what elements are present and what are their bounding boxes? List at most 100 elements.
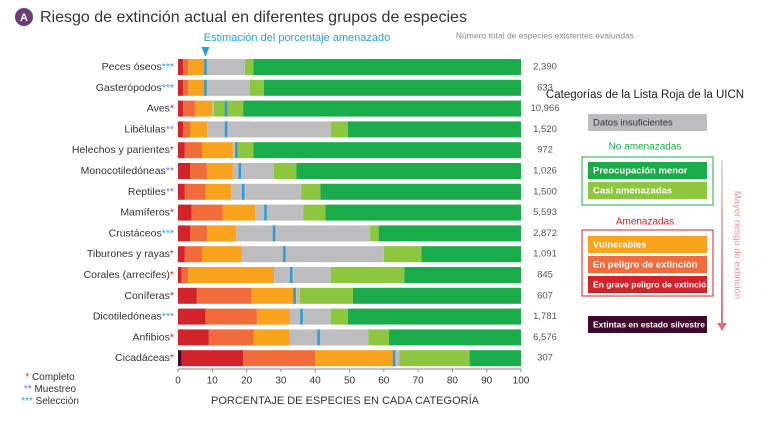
category-name: Mamíferos — [120, 206, 170, 218]
x-tick-label: 100 — [513, 376, 530, 387]
category-name: Corales (arrecifes) — [84, 269, 170, 281]
bar-segment — [188, 79, 206, 96]
bar-segment — [296, 287, 300, 304]
bar-segment — [212, 100, 215, 117]
category-label: Tiburones y rayas* — [87, 248, 174, 260]
bar-segment — [253, 142, 521, 159]
bar-segment — [191, 204, 223, 221]
x-tick-label: 40 — [310, 376, 322, 387]
bar-segment — [232, 142, 237, 159]
footnote-text: Selección — [36, 396, 79, 407]
count-label: 2,872 — [533, 228, 557, 239]
category-stars: * — [170, 206, 174, 218]
risk-arrow-head — [717, 323, 727, 331]
category-name: Anfibios — [133, 331, 170, 343]
count-header: Número total de especies existentes eval… — [456, 30, 634, 40]
bar-segment — [378, 225, 521, 242]
bar-segment — [255, 204, 304, 221]
category-label: Gasterópodos*** — [96, 82, 174, 94]
bar-segment — [251, 287, 297, 304]
bar-segment — [301, 183, 321, 200]
bar-segment — [202, 246, 242, 263]
bar-segment — [320, 183, 521, 200]
bar-segment — [205, 79, 251, 96]
bar-segment — [370, 225, 379, 242]
bar-segment — [296, 163, 521, 179]
bar-segment — [315, 350, 395, 367]
category-label: Aves* — [147, 102, 174, 114]
estimate-label: Estimación del porcentaje amenazado — [204, 32, 391, 44]
bar-segment — [178, 287, 197, 304]
bar-segment — [250, 79, 264, 96]
category-name: Cicadáceas — [115, 352, 170, 364]
category-stars: * — [170, 290, 174, 302]
bar-segment — [181, 350, 244, 367]
x-tick-label: 0 — [175, 376, 181, 387]
footnote: *** Selección — [21, 396, 79, 407]
bar-segment — [178, 329, 209, 346]
bar-segment — [330, 267, 405, 283]
legend-group-box — [581, 156, 714, 206]
category-stars: *** — [162, 310, 174, 322]
count-label: 1,500 — [533, 186, 557, 197]
legend-group: No amenazadas — [609, 142, 682, 153]
legend-label: Preocupación menor — [593, 166, 688, 177]
count-label: 1,091 — [533, 249, 557, 260]
count-label: 10,966 — [530, 103, 559, 114]
category-name: Helechos y parientes — [72, 144, 170, 156]
bar-segment — [222, 204, 256, 221]
count-label: 1,026 — [533, 166, 557, 177]
bar-segment — [178, 183, 185, 200]
count-label: 6,576 — [533, 332, 557, 343]
legend-swatch — [588, 236, 707, 253]
category-stars: *** — [162, 61, 174, 73]
bar-segment — [244, 59, 254, 75]
category-stars: ** — [166, 186, 174, 198]
count-label: 972 — [537, 145, 553, 156]
category-name: Dicotiledóneas — [93, 310, 162, 322]
legend-title: Categorías de la Lista Roja de la UICN — [546, 89, 744, 101]
legend-label: Datos insuficientes — [593, 118, 673, 129]
legend-swatch — [588, 316, 707, 333]
legend-swatch — [588, 114, 707, 131]
footnote-stars: * — [25, 372, 29, 383]
chart-title: Riesgo de extinción actual en diferentes… — [40, 9, 467, 26]
bar-segment — [394, 350, 400, 367]
bar-segment — [383, 246, 422, 263]
x-tick-label: 50 — [344, 376, 356, 387]
bar-segment — [352, 287, 521, 304]
x-tick-label: 90 — [481, 376, 493, 387]
bar-segment — [188, 59, 206, 75]
category-label: Mamíferos* — [120, 206, 174, 218]
category-label: Corales (arrecifes)* — [84, 269, 174, 281]
bar-segment — [183, 59, 189, 75]
footnote: * Completo — [25, 372, 75, 383]
category-stars: * — [170, 144, 174, 156]
bar-segment — [330, 308, 348, 325]
bar-segment — [241, 246, 384, 263]
legend-label: Casi amenazadas — [593, 186, 672, 197]
bar-segment — [190, 163, 208, 179]
category-label: Libélulas** — [124, 123, 174, 135]
bar-segment — [253, 329, 290, 346]
category-name: Coníferas — [124, 290, 170, 302]
category-stars: * — [170, 248, 174, 260]
bar-segment — [178, 163, 191, 179]
bar-segment — [347, 121, 521, 138]
x-axis-label: PORCENTAJE DE ESPECIES EN CADA CATEGORÍA — [211, 394, 480, 407]
bar-segment — [190, 225, 208, 242]
category-stars: ** — [166, 123, 174, 135]
category-stars: * — [170, 269, 174, 281]
footnote-stars: ** — [24, 384, 32, 395]
bar-segment — [184, 142, 203, 159]
bar-segment — [232, 163, 275, 179]
count-label: 2,390 — [533, 62, 557, 73]
bar-segment — [256, 308, 290, 325]
x-tick-label: 70 — [413, 376, 425, 387]
count-label: 1,781 — [533, 311, 557, 322]
bar-segment — [208, 329, 254, 346]
legend-group-box — [581, 229, 714, 297]
category-stars: *** — [162, 227, 174, 239]
category-label: Helechos y parientes* — [72, 144, 174, 156]
